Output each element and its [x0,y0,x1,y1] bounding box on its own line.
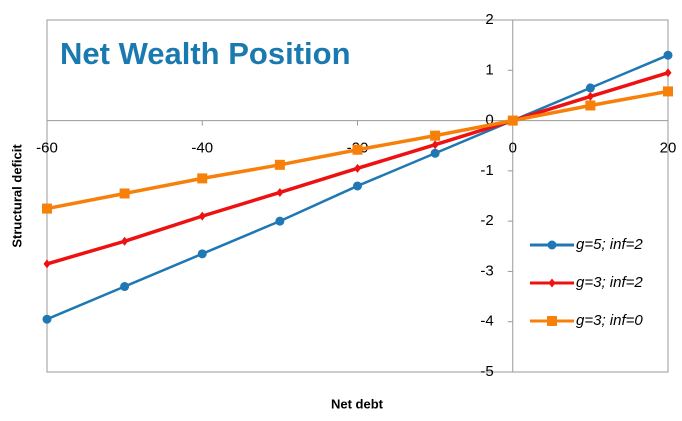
marker [198,211,206,221]
marker [430,130,441,141]
marker [507,115,518,126]
marker [547,240,557,250]
marker [663,86,673,97]
marker [353,181,362,191]
marker [42,203,52,214]
marker [663,50,673,60]
marker [197,173,208,184]
legend-label: g=3; inf=2 [576,274,643,291]
marker [585,100,596,111]
x-tick-label: 20 [660,140,677,157]
marker [274,159,285,170]
marker [431,140,439,150]
y-tick-label: -4 [480,313,493,330]
marker [352,144,363,155]
y-tick-label: -5 [480,363,493,380]
marker [120,282,130,292]
marker [197,249,207,259]
marker [586,91,594,101]
plot-border [46,19,669,373]
marker [548,278,556,288]
y-tick-label: 2 [485,11,493,28]
x-tick-label: -60 [36,140,58,157]
marker [119,188,130,199]
chart-title: Net Wealth Position [60,36,351,71]
marker [121,236,129,246]
marker [276,187,284,197]
marker [585,83,595,93]
y-tick-label: 1 [485,61,493,78]
x-tick-label: -40 [191,140,213,157]
marker [354,163,361,173]
y-tick-label: 0 [485,112,493,129]
y-tick-label: -3 [480,262,493,279]
legend-label: g=5; inf=2 [576,236,643,253]
x-axis-label: Net debt [331,396,384,411]
marker [42,314,52,324]
y-axis-label: Structural deficit [9,144,24,248]
y-tick-label: -2 [480,212,493,229]
marker [43,259,51,269]
y-tick-label: -1 [480,162,493,179]
marker [275,216,285,226]
marker [547,316,557,326]
legend-label: g=3; inf=0 [576,312,643,329]
marker [430,148,440,158]
x-tick-label: 0 [509,140,517,157]
marker [664,68,672,78]
